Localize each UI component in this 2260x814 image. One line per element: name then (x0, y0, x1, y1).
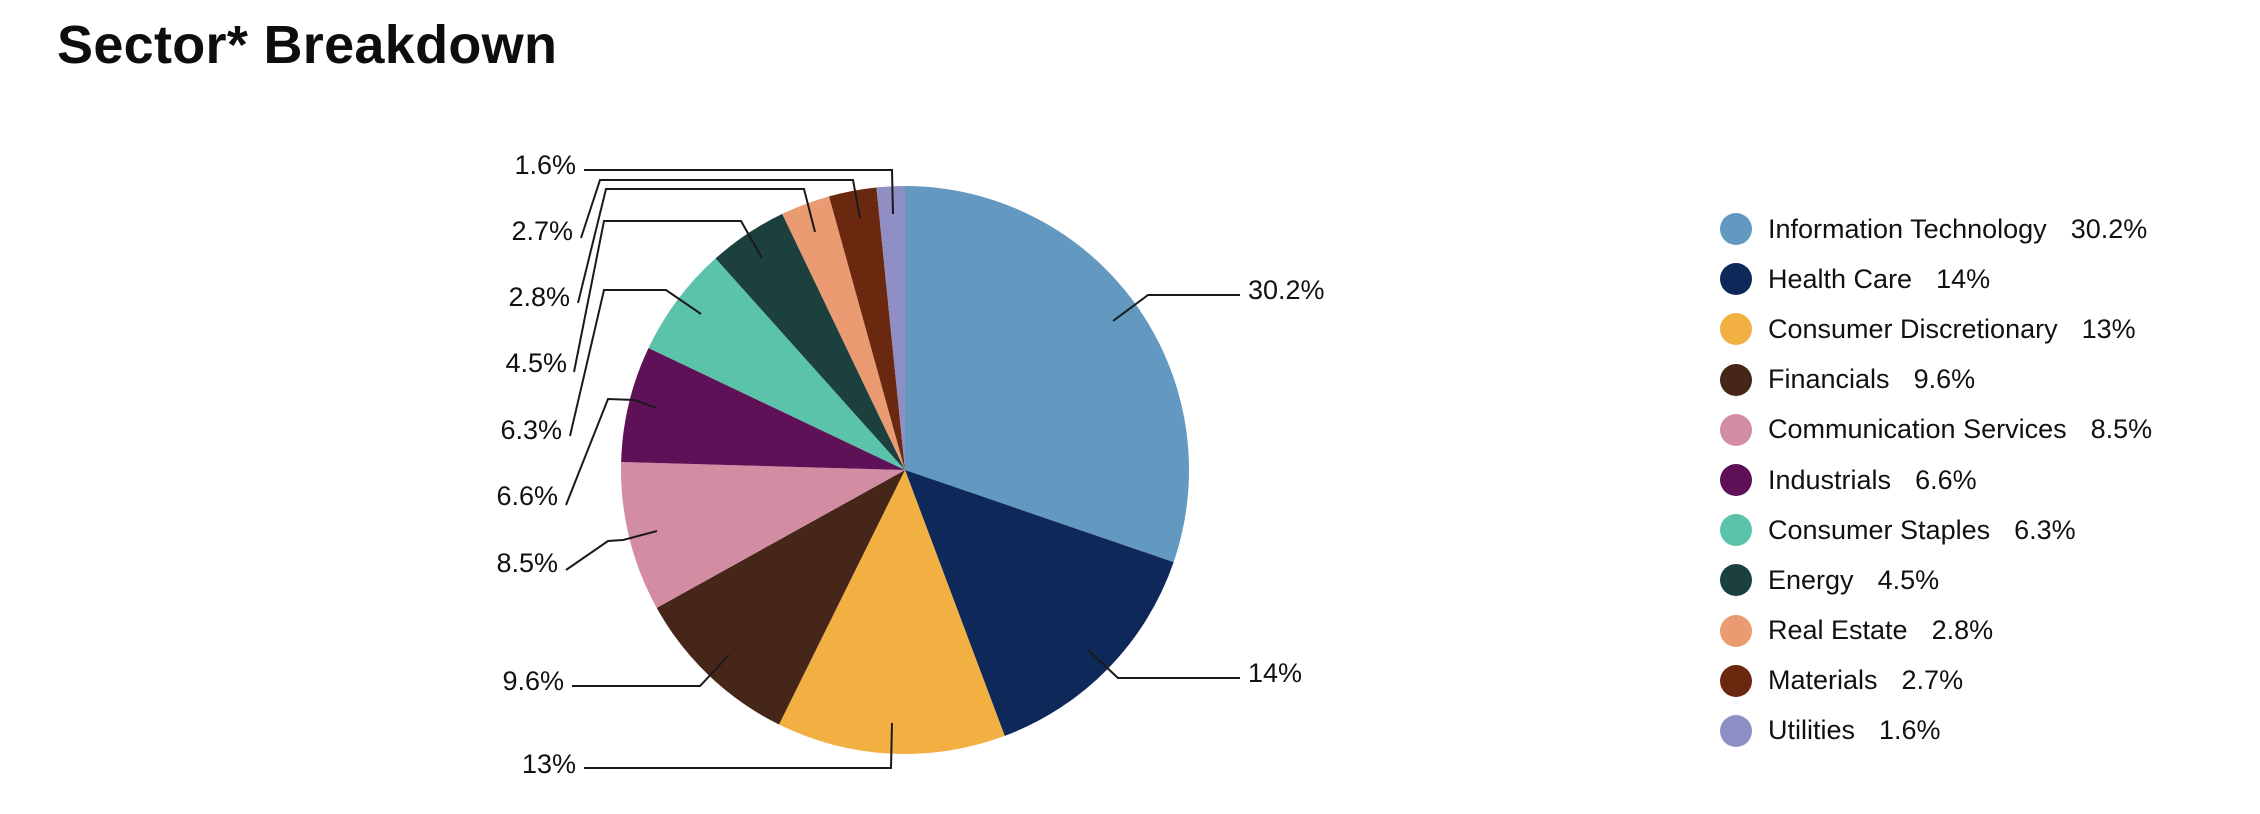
legend-swatch (1720, 313, 1752, 346)
leader-line-financials (572, 654, 730, 687)
legend-swatch (1720, 263, 1752, 296)
legend-label: Financials (1768, 364, 1890, 395)
legend-label: Health Care (1768, 263, 1913, 294)
legend-swatch (1720, 564, 1752, 597)
leader-line-health-care (1087, 649, 1240, 679)
legend-value: 9.6% (1913, 364, 1976, 395)
data-label-real-estate: 2.8% (508, 282, 570, 312)
legend-item-energy: Energy 4.5% (1720, 555, 2152, 605)
leader-line-materials (580, 179, 861, 239)
pie-slice-financials (656, 470, 905, 725)
data-label-consumer-staples: 6.3% (500, 415, 562, 445)
data-label-materials: 2.7% (511, 216, 573, 246)
legend-item-real-estate: Real Estate 2.8% (1720, 606, 2152, 656)
leader-line-information-technology (1112, 294, 1240, 322)
legend-value: 2.8% (1931, 615, 1994, 646)
leader-line-communication-services (565, 530, 658, 571)
legend-item-health-care: Health Care 14% (1720, 254, 2152, 304)
pie-slice-materials (829, 187, 905, 470)
pie-slice-consumer-discretionary (779, 470, 1005, 755)
legend-swatch (1720, 514, 1752, 547)
legend-label: Consumer Staples (1768, 514, 1991, 545)
legend-value: 6.3% (2014, 514, 2076, 545)
legend-value: 6.6% (1915, 464, 1977, 495)
pie-slice-utilities (876, 186, 905, 470)
data-label-utilities: 1.6% (514, 150, 576, 180)
legend-item-consumer-staples: Consumer Staples 6.3% (1720, 505, 2152, 555)
legend-item-financials: Financials 9.6% (1720, 355, 2152, 405)
data-label-consumer-discretionary: 13% (522, 749, 576, 779)
leader-lines (565, 169, 1240, 769)
legend-item-consumer-discretionary: Consumer Discretionary 13% (1720, 304, 2152, 354)
pie-slice-health-care (905, 470, 1174, 736)
legend-value: 14% (1936, 263, 1991, 294)
pie-slice-energy (715, 213, 905, 470)
data-label-health-care: 14% (1248, 658, 1302, 688)
leader-line-utilities (584, 169, 894, 215)
pie-slice-consumer-staples (648, 258, 905, 470)
legend-swatch (1720, 464, 1752, 497)
legend-item-communication-services: Communication Services 8.5% (1720, 405, 2152, 455)
legend-swatch (1720, 213, 1752, 246)
leader-line-consumer-staples (569, 289, 702, 437)
leader-line-consumer-discretionary (584, 722, 893, 769)
legend-swatch (1720, 363, 1752, 396)
legend-value: 2.7% (1901, 665, 1964, 696)
pie-slice-communication-services (620, 461, 905, 608)
data-label-financials: 9.6% (502, 666, 564, 696)
legend-label: Materials (1768, 665, 1878, 696)
pie-slice-real-estate (782, 196, 905, 470)
legend-label: Energy (1768, 564, 1854, 595)
pie-slice-industrials (621, 348, 905, 470)
legend-value: 30.2% (2070, 213, 2148, 244)
data-label-communication-services: 8.5% (496, 548, 558, 578)
legend-label: Communication Services (1768, 414, 2067, 445)
legend-label: Consumer Discretionary (1768, 313, 2058, 344)
legend-item-utilities: Utilities 1.6% (1720, 706, 2152, 756)
legend-label: Information Technology (1768, 213, 2047, 244)
pie-slices (620, 186, 1190, 755)
legend-value: 8.5% (2090, 414, 2153, 445)
data-label-information-technology: 30.2% (1248, 275, 1325, 305)
legend-swatch (1720, 664, 1752, 697)
leader-line-real-estate (577, 188, 816, 304)
legend-value: 13% (2081, 313, 2136, 344)
pie-slice-information-technology (905, 186, 1190, 563)
legend-label: Industrials (1768, 464, 1892, 495)
legend-item-information-technology: Information Technology 30.2% (1720, 204, 2152, 254)
legend-item-materials: Materials 2.7% (1720, 656, 2152, 706)
legend-value: 4.5% (1877, 564, 1940, 595)
legend-swatch (1720, 714, 1752, 747)
legend-label: Utilities (1768, 715, 1856, 746)
legend-value: 1.6% (1879, 715, 1941, 746)
leader-line-industrials (565, 397, 657, 506)
legend-item-industrials: Industrials 6.6% (1720, 455, 2152, 505)
page-title: Sector* Breakdown (57, 15, 558, 75)
legend-swatch (1720, 614, 1752, 647)
leader-line-energy (573, 220, 763, 373)
legend-label: Real Estate (1768, 615, 1908, 646)
chart-legend: Information Technology 30.2% Health Care 14… (1720, 204, 2152, 756)
data-label-energy: 4.5% (505, 348, 567, 378)
data-labels: 30.2% 14% 13% 9.6% 8.5% 6.6% 6.3% 4.5% 2.8% 2.7% 1… (496, 150, 1324, 779)
data-label-industrials: 6.6% (496, 481, 558, 511)
legend-swatch (1720, 413, 1752, 446)
